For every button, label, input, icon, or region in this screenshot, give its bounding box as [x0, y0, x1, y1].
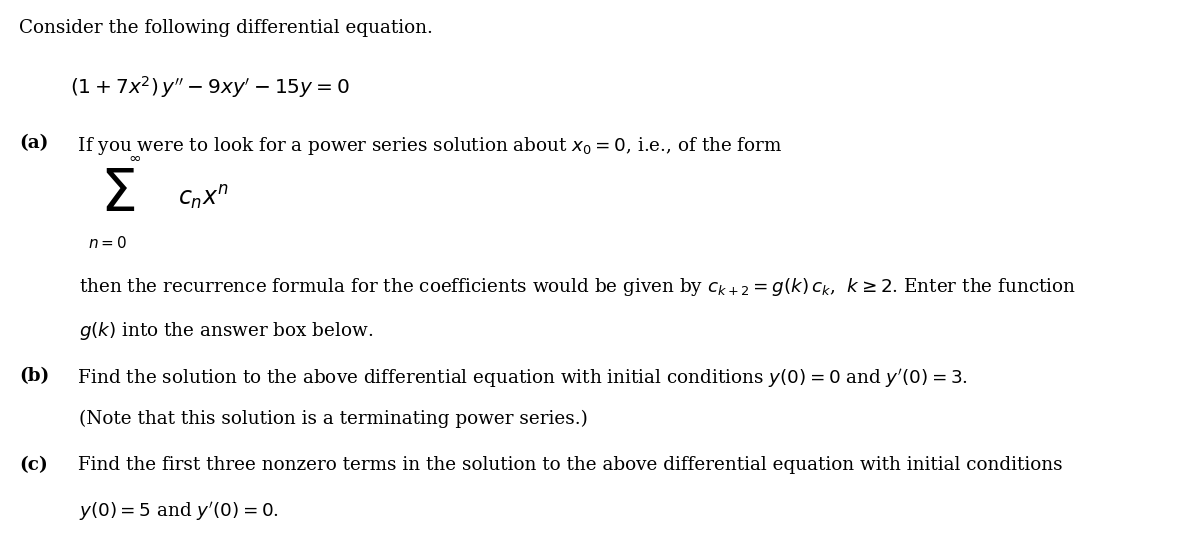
- Text: then the recurrence formula for the coefficients would be given by $c_{k+2} = g(: then the recurrence formula for the coef…: [79, 276, 1076, 298]
- Text: $(1 + 7x^2)\,y^{\prime\prime} - 9xy^{\prime} - 15y = 0$: $(1 + 7x^2)\,y^{\prime\prime} - 9xy^{\pr…: [70, 74, 349, 100]
- Text: Find the first three nonzero terms in the solution to the above differential equ: Find the first three nonzero terms in th…: [72, 456, 1063, 474]
- Text: $\infty$: $\infty$: [128, 150, 140, 165]
- Text: $n{=}0$: $n{=}0$: [89, 235, 127, 251]
- Text: $g(k)$ into the answer box below.: $g(k)$ into the answer box below.: [79, 320, 373, 341]
- Text: If you were to look for a power series solution about $x_0 = 0$, i.e., of the fo: If you were to look for a power series s…: [72, 135, 782, 156]
- Text: (a): (a): [19, 135, 48, 153]
- Text: Find the solution to the above differential equation with initial conditions $y(: Find the solution to the above different…: [72, 367, 968, 390]
- Text: (Note that this solution is a terminating power series.): (Note that this solution is a terminatin…: [79, 410, 588, 428]
- Text: Consider the following differential equation.: Consider the following differential equa…: [19, 19, 433, 37]
- Text: (b): (b): [19, 367, 49, 385]
- Text: $y(0) = 5$ and $y^{\prime}(0) = 0$.: $y(0) = 5$ and $y^{\prime}(0) = 0$.: [79, 500, 280, 523]
- Text: $\Sigma$: $\Sigma$: [100, 167, 136, 223]
- Text: $c_n x^n$: $c_n x^n$: [178, 183, 228, 212]
- Text: (c): (c): [19, 456, 48, 474]
